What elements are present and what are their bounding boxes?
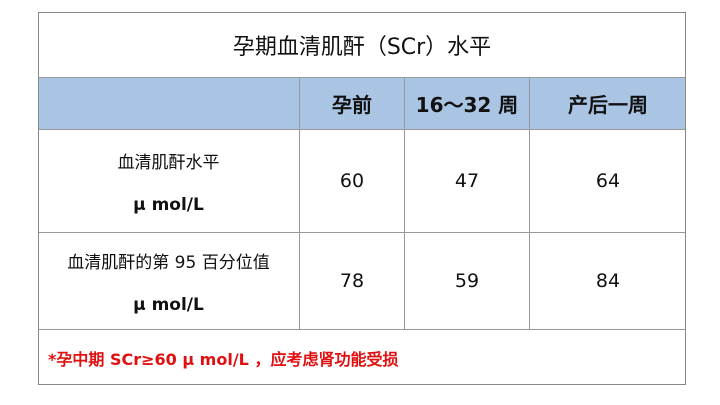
label-line: 血清肌酐的第 95 百分位值 bbox=[67, 252, 270, 273]
column-header: 产后一周 bbox=[530, 78, 686, 130]
column-header: 孕前 bbox=[300, 78, 405, 130]
label-line: 血清肌酐水平 bbox=[117, 152, 220, 173]
label-unit: μ mol/L bbox=[133, 294, 204, 315]
cell: 47 bbox=[405, 130, 530, 233]
table-title: 孕期血清肌酐（SCr）水平 bbox=[38, 12, 686, 78]
cell: 64 bbox=[530, 130, 686, 233]
cell: 78 bbox=[300, 233, 405, 330]
cell: 84 bbox=[530, 233, 686, 330]
footnote: *孕中期 SCr≥60 μ mol/L ，应考虑肾功能受损 bbox=[48, 349, 399, 369]
row-label: 血清肌酐水平 μ mol/L bbox=[38, 130, 300, 233]
cell: 59 bbox=[405, 233, 530, 330]
label-unit: μ mol/L bbox=[133, 194, 204, 215]
header-empty bbox=[38, 78, 300, 130]
row-label: 血清肌酐的第 95 百分位值 μ mol/L bbox=[38, 233, 300, 330]
cell: 60 bbox=[300, 130, 405, 233]
column-header: 16～32 周 bbox=[405, 78, 530, 130]
